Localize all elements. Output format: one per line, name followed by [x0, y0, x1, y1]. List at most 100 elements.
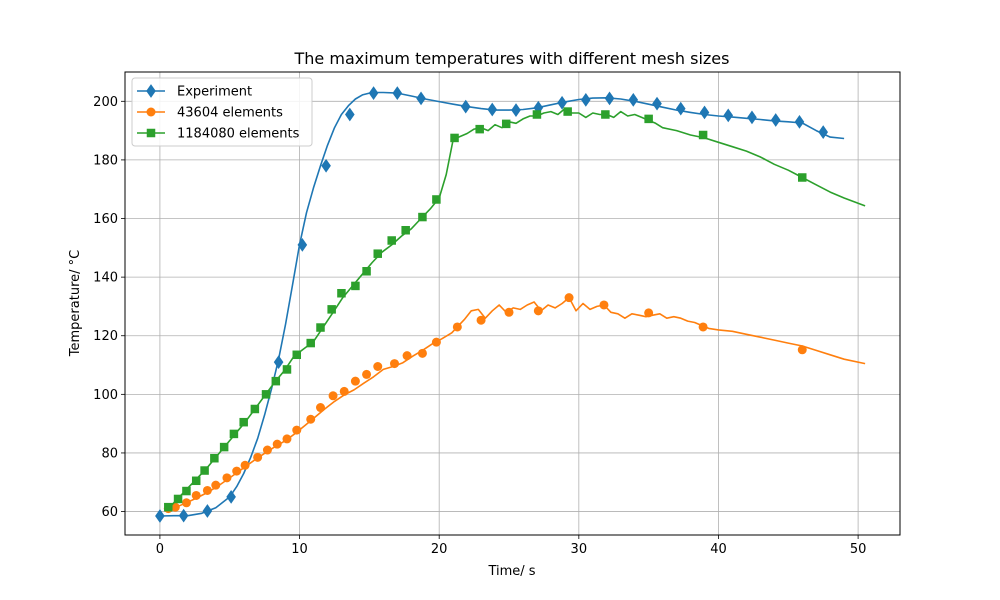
- data-point-marker: [321, 158, 331, 173]
- data-point-marker: [339, 386, 349, 396]
- data-point-marker: [818, 125, 829, 139]
- data-point-marker: [164, 502, 173, 512]
- data-point-marker: [392, 86, 403, 100]
- data-point-marker: [191, 476, 201, 486]
- x-tick-label: 20: [431, 542, 448, 557]
- data-point-marker: [416, 91, 426, 106]
- data-point-marker: [698, 322, 708, 332]
- legend-label: 43604 elements: [177, 106, 283, 121]
- x-tick-label: 30: [571, 542, 588, 557]
- data-point-marker: [476, 315, 486, 325]
- data-point-marker: [240, 460, 250, 470]
- x-tick-label: 50: [850, 542, 867, 557]
- data-point-marker: [402, 351, 412, 361]
- data-point-marker: [306, 338, 315, 348]
- data-point-marker: [604, 91, 615, 106]
- axis-ticks: 0 10 20 30 40 50 60 80 100 120 140 160 180 200: [93, 95, 866, 557]
- data-point-marker: [253, 452, 263, 462]
- data-point-marker: [504, 307, 514, 317]
- grid: [125, 72, 900, 535]
- data-point-marker: [601, 110, 610, 119]
- x-axis-label: Time/ s: [487, 564, 535, 579]
- data-point-marker: [337, 288, 346, 298]
- data-point-marker: [222, 473, 232, 483]
- y-tick-label: 100: [93, 388, 118, 403]
- data-point-marker: [797, 345, 807, 355]
- data-point-marker: [306, 414, 316, 424]
- y-tick-label: 140: [93, 271, 118, 286]
- data-point-marker: [351, 281, 360, 291]
- series-1: [163, 293, 866, 514]
- data-point-marker: [390, 359, 400, 369]
- data-point-marker: [675, 101, 686, 116]
- data-point-marker: [219, 442, 229, 452]
- data-point-marker: [401, 225, 410, 235]
- data-point-marker: [417, 348, 427, 358]
- y-axis-label: Temperature/ °C: [68, 250, 83, 357]
- data-point-marker: [475, 124, 484, 134]
- data-point-marker: [297, 238, 308, 252]
- data-point-marker: [292, 350, 302, 360]
- data-point-marker: [262, 445, 272, 455]
- data-point-marker: [644, 308, 654, 318]
- data-point-marker: [345, 107, 355, 122]
- data-point-marker: [316, 323, 325, 332]
- data-point-marker: [181, 498, 191, 508]
- series-2: [164, 107, 866, 512]
- data-point-marker: [533, 306, 543, 316]
- data-point-marker: [723, 108, 734, 123]
- data-point-marker: [200, 466, 209, 475]
- data-point-marker: [155, 509, 165, 523]
- data-point-marker: [315, 403, 325, 413]
- legend-box: [131, 77, 313, 147]
- data-point-marker: [191, 490, 201, 500]
- data-point-marker: [292, 425, 302, 435]
- legend-marker: [146, 128, 156, 138]
- data-point-marker: [460, 99, 471, 114]
- data-point-marker: [362, 267, 371, 276]
- data-point-marker: [271, 376, 281, 386]
- legend-label: 1184080 elements: [177, 127, 300, 142]
- y-tick-label: 180: [93, 153, 118, 168]
- data-point-marker: [698, 130, 708, 140]
- legend: Experiment 43604 elements 1184080 elements: [131, 77, 313, 147]
- data-point-marker: [581, 92, 591, 107]
- data-point-marker: [350, 376, 360, 386]
- data-point-marker: [232, 466, 242, 476]
- y-tick-label: 60: [101, 505, 118, 520]
- data-point-marker: [564, 293, 574, 303]
- data-point-marker: [387, 236, 396, 245]
- chart-title: The maximum temperatures with different …: [294, 49, 730, 68]
- data-point-marker: [211, 480, 221, 490]
- data-point-marker: [170, 502, 180, 512]
- data-point-marker: [557, 95, 567, 110]
- data-point-marker: [373, 362, 383, 372]
- data-point-marker: [747, 110, 757, 125]
- x-tick-label: 10: [291, 542, 308, 557]
- data-point-marker: [798, 173, 807, 182]
- data-point-marker: [652, 96, 662, 111]
- data-point-marker: [373, 249, 382, 258]
- series-layer: [155, 86, 866, 523]
- data-point-marker: [563, 107, 572, 116]
- data-point-marker: [599, 300, 609, 310]
- legend-label: Experiment: [177, 85, 252, 100]
- data-point-marker: [173, 494, 183, 504]
- data-point-marker: [501, 119, 511, 129]
- legend-marker: [146, 107, 156, 117]
- data-point-marker: [418, 212, 427, 222]
- y-tick-label: 120: [93, 329, 118, 344]
- data-point-marker: [368, 86, 379, 100]
- data-point-marker: [272, 439, 282, 449]
- data-point-marker: [182, 486, 191, 496]
- x-tick-label: 40: [710, 542, 727, 557]
- legend-marker: [146, 84, 156, 98]
- data-point-marker: [628, 92, 639, 107]
- series-0: [155, 86, 845, 523]
- data-point-marker: [229, 429, 239, 439]
- data-point-marker: [273, 355, 284, 369]
- data-point-marker: [532, 110, 542, 119]
- x-tick-label: 0: [156, 542, 164, 557]
